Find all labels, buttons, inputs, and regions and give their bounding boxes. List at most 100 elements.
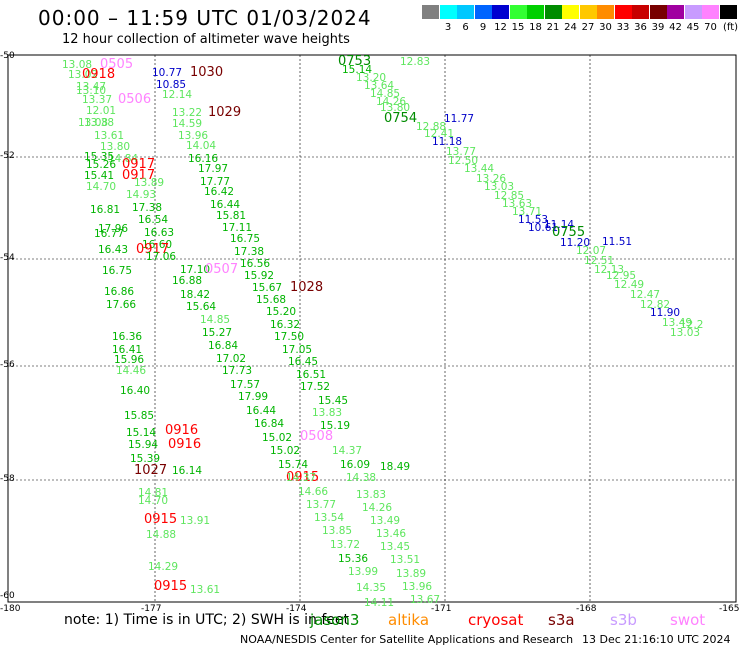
wave-height-label: 15.45 — [318, 395, 348, 407]
mission-swot: swot — [670, 611, 706, 629]
wave-height-label: 13.20 — [356, 72, 386, 84]
wave-height-label: 14.11 — [364, 597, 394, 609]
wave-height-label: 17.38 — [132, 202, 162, 214]
legend-label: 6 — [462, 22, 469, 33]
wave-height-label: 13.44 — [464, 163, 494, 175]
legend-swatch — [492, 5, 509, 19]
wave-height-label: 11.77 — [444, 113, 474, 125]
wave-height-label: 13.64 — [364, 80, 394, 92]
mission-altika: altika — [388, 611, 430, 629]
wave-height-label: 13.51 — [390, 554, 420, 566]
wave-height-label: 13.83 — [356, 489, 386, 501]
wave-height-label: 13.67 — [410, 594, 440, 606]
legend-swatch — [457, 5, 474, 19]
legend-swatch — [614, 5, 632, 19]
wave-height-label: 16.54 — [138, 214, 168, 226]
lat-tick: -50 — [0, 51, 15, 61]
legend-swatch — [597, 5, 614, 19]
wave-height-label: 13.71 — [512, 206, 542, 218]
legend-label: 9 — [479, 22, 487, 33]
wave-height-label: 17.77 — [200, 176, 230, 188]
wave-height-label: 17.97 — [198, 163, 228, 175]
legend-swatch — [562, 5, 579, 19]
lon-tick: -171 — [431, 604, 452, 614]
wave-height-label: 17.50 — [274, 331, 304, 343]
legend-label: 3 — [444, 22, 452, 33]
lon-tick: -168 — [576, 604, 597, 614]
wave-height-label: 15.19 — [320, 420, 350, 432]
legend-label: 30 — [599, 22, 612, 33]
wave-height-label: 12.41 — [424, 128, 454, 140]
wave-height-label: 1029 — [208, 105, 241, 120]
wave-height-label: 13.10 — [76, 85, 106, 97]
lat-tick: -58 — [0, 474, 15, 484]
legend-label: 21 — [546, 22, 560, 33]
wave-height-label: 16.60 — [142, 239, 172, 251]
wave-height-label: 11.18 — [432, 136, 462, 148]
wave-height-label: 13.03 — [670, 327, 700, 339]
wave-height-label: 14.85 — [370, 88, 400, 100]
wave-height-label: 11.53 — [518, 214, 548, 226]
legend-swatch — [632, 5, 649, 19]
wave-height-label: 13.63 — [502, 198, 532, 210]
wave-height-label: 1028 — [290, 280, 323, 295]
legend-label: 24 — [564, 22, 577, 33]
legend-label: 45 — [686, 22, 700, 33]
wave-height-label: 13.85 — [322, 525, 352, 537]
wave-height-label: 16.63 — [144, 227, 174, 239]
wave-height-label: 13.49 — [370, 515, 400, 527]
wave-height-label: 13.99 — [348, 566, 378, 578]
wave-height-label: 13.77 — [446, 146, 476, 158]
wave-height-label: 16.44 — [210, 199, 240, 211]
wave-height-label: 15.68 — [256, 294, 286, 306]
page-title: 00:00 – 11:59 UTC 01/03/2024 — [38, 6, 372, 30]
wave-height-label: 13.08 — [62, 59, 92, 71]
wave-height-label: 16.40 — [120, 385, 150, 397]
wave-height-label: 16.42 — [204, 186, 234, 198]
wave-height-label: 14.70 — [138, 495, 168, 507]
legend-label: 27 — [581, 22, 595, 33]
wave-height-label: 17.10 — [180, 264, 210, 276]
wave-height-label: 11.51 — [602, 236, 632, 248]
wave-height-label: 13.80 — [380, 102, 410, 114]
wave-height-label: 17.99 — [238, 391, 268, 403]
wave-height-label: 16.86 — [104, 286, 134, 298]
wave-height-label: 0754 — [384, 111, 417, 126]
wave-height-label: 16.84 — [208, 340, 238, 352]
wave-height-label: 12.95 — [606, 270, 636, 282]
legend-swatch — [667, 5, 684, 19]
legend-swatch — [527, 5, 544, 19]
wave-height-label: 0506 — [118, 92, 151, 107]
wave-height-label: 15.39 — [130, 453, 160, 465]
legend-swatch — [474, 5, 492, 19]
wave-height-label: 12.14 — [162, 89, 192, 101]
wave-height-label: 15.27 — [202, 327, 232, 339]
wave-height-label: 0915 — [144, 512, 177, 527]
wave-height-label: 15.14 — [126, 427, 156, 439]
wave-height-label: 13.83 — [312, 407, 342, 419]
wave-height-label: 12.47 — [630, 289, 660, 301]
wave-height-label: 17.38 — [234, 246, 264, 258]
wave-height-label: 14.59 — [172, 118, 202, 130]
wave-height-label: 13.08 — [78, 117, 108, 129]
wave-height-label: 16.36 — [112, 331, 142, 343]
wave-height-label: 0507 — [205, 262, 238, 277]
wave-height-label: 13.02 — [68, 69, 98, 81]
wave-height-label: 16.51 — [296, 369, 326, 381]
legend-swatch — [719, 5, 737, 19]
wave-height-label: 12.50 — [448, 155, 478, 167]
lat-tick: -56 — [0, 360, 15, 370]
wave-height-label: 0915 — [154, 579, 187, 594]
legend-label: 39 — [651, 22, 665, 33]
wave-height-label: 12.01 — [86, 105, 116, 117]
wave-height-label: 13.49 — [662, 317, 692, 329]
wave-height-label: 12.49 — [614, 279, 644, 291]
legend-swatch — [702, 5, 719, 19]
legend-unit: (ft) — [722, 22, 739, 33]
lat-tick: -54 — [0, 253, 15, 263]
wave-height-label: 16.32 — [270, 319, 300, 331]
legend-swatch — [544, 5, 562, 19]
wave-height-label: 0915 — [286, 470, 319, 485]
